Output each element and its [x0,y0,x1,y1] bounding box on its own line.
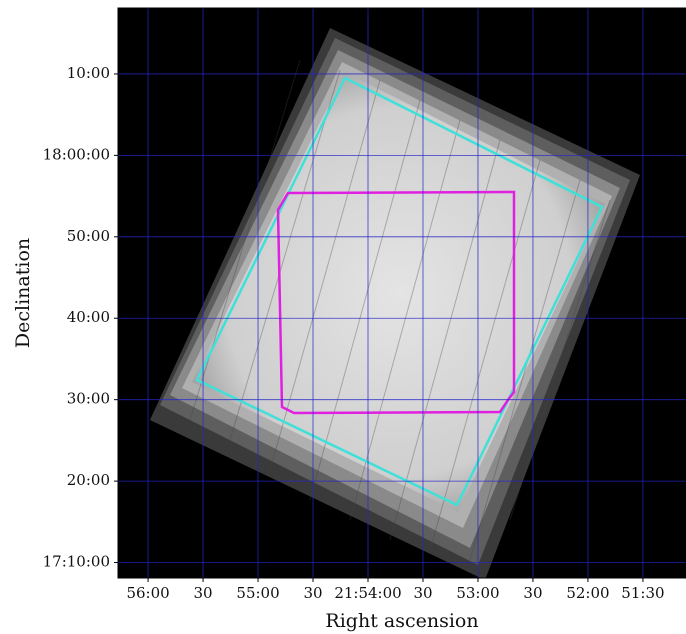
x-tick-label: 55:00 [236,584,279,602]
y-tick-label: 17:10:00 [43,553,110,571]
x-tick-label: 56:00 [126,584,169,602]
x-tick-label: 53:00 [456,584,499,602]
x-axis-label: Right ascension [325,610,478,632]
x-tick-label: 52:00 [566,584,609,602]
x-tick-label: 51:30 [621,584,664,602]
y-tick-label: 10:00 [67,64,110,82]
chart: Right ascension Declination 56:00 30 55:00… [0,0,686,634]
y-tick-label: 30:00 [67,390,110,408]
x-tick-label: 21:54:00 [334,584,401,602]
x-tick-label: 30 [413,584,432,602]
x-tick-label: 30 [303,584,322,602]
y-tick-label: 40:00 [67,308,110,326]
x-tick-label: 30 [193,584,212,602]
x-tick-label: 30 [523,584,542,602]
y-tick-label: 18:00:00 [43,145,110,163]
y-tick-label: 20:00 [67,471,110,489]
y-tick-label: 50:00 [67,227,110,245]
y-axis-label: Declination [12,238,34,348]
